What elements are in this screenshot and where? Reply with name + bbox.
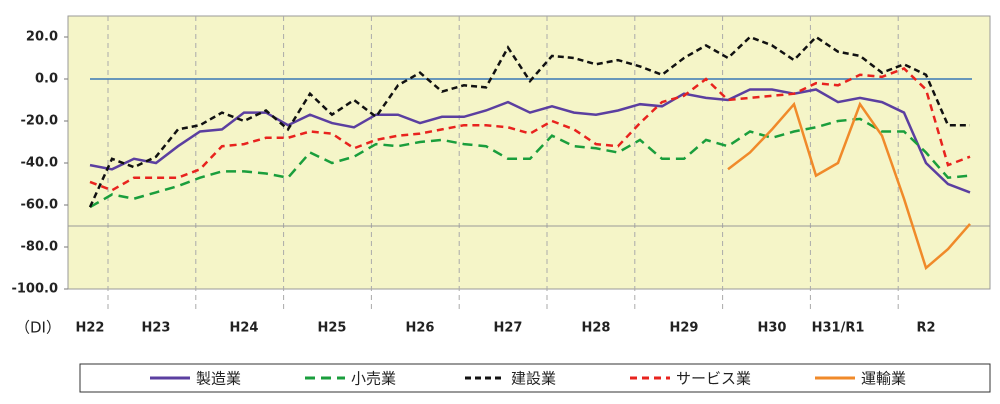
y-tick-label: 0.0 [35, 72, 58, 87]
legend-label: 運輸業 [861, 370, 906, 388]
y-tick-label: -20.0 [21, 114, 58, 129]
legend-label: 製造業 [196, 370, 241, 388]
x-tick-label: H23 [142, 321, 171, 336]
series-line [89, 117, 971, 209]
y-unit-label: （DI） [15, 319, 61, 337]
legend-label: 小売業 [351, 370, 396, 388]
x-tick-label: H31/R1 [812, 321, 865, 336]
plot-area [67, 15, 991, 290]
y-tick-label: 20.0 [26, 30, 58, 45]
x-tick-label: R2 [916, 321, 935, 336]
series-line [727, 101, 971, 271]
x-tick-label: H24 [230, 321, 259, 336]
series-line [88, 35, 970, 208]
y-tick-label: -80.0 [21, 240, 58, 255]
x-tick-label: H27 [494, 321, 523, 336]
y-tick-label: -60.0 [21, 198, 58, 213]
x-tick-label: H30 [758, 321, 787, 336]
x-tick-label: H22 [76, 321, 105, 336]
y-tick-label: -100.0 [11, 282, 58, 297]
series-line [89, 67, 971, 192]
legend-label: 建設業 [511, 370, 556, 388]
x-tick-label: H29 [670, 321, 699, 336]
x-tick-label: H28 [582, 321, 611, 336]
x-tick-label: H26 [406, 321, 435, 336]
legend-label: サービス業 [676, 370, 751, 388]
y-tick-label: -40.0 [21, 156, 58, 171]
x-tick-label: H25 [318, 321, 347, 336]
series-line [89, 88, 971, 194]
